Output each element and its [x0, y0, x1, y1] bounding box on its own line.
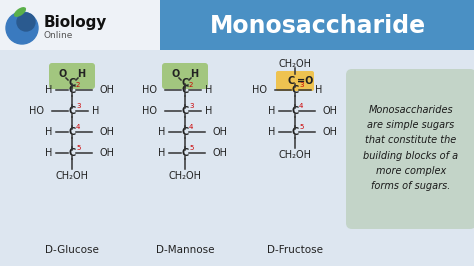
- Text: C: C: [68, 106, 76, 116]
- Text: H: H: [77, 69, 85, 79]
- Text: C: C: [287, 76, 295, 86]
- Text: D-Fructose: D-Fructose: [267, 245, 323, 255]
- FancyBboxPatch shape: [276, 71, 314, 91]
- Text: Online: Online: [44, 31, 73, 40]
- Text: 5: 5: [299, 124, 303, 130]
- Text: 5: 5: [76, 145, 81, 151]
- Text: HO: HO: [142, 85, 157, 95]
- Text: CH₂OH: CH₂OH: [168, 171, 201, 181]
- Text: CH₂OH: CH₂OH: [279, 150, 311, 160]
- Text: HO: HO: [252, 85, 267, 95]
- Text: 2: 2: [189, 82, 193, 88]
- Text: C: C: [68, 85, 76, 95]
- Text: OH: OH: [323, 127, 338, 137]
- Text: O: O: [59, 69, 67, 79]
- Text: 5: 5: [189, 145, 193, 151]
- Text: H: H: [45, 127, 52, 137]
- Text: C: C: [182, 78, 189, 88]
- Text: OH: OH: [100, 127, 115, 137]
- Text: OH: OH: [100, 148, 115, 158]
- Text: H: H: [315, 85, 322, 95]
- Text: H: H: [158, 127, 165, 137]
- Text: 3: 3: [299, 82, 303, 88]
- Text: H: H: [268, 106, 275, 116]
- Text: C: C: [182, 85, 189, 95]
- Text: C: C: [292, 106, 299, 116]
- Text: H: H: [92, 106, 100, 116]
- Text: C: C: [68, 78, 76, 88]
- Text: 4: 4: [76, 124, 81, 130]
- Ellipse shape: [14, 7, 26, 17]
- Text: OH: OH: [100, 85, 115, 95]
- Text: HO: HO: [29, 106, 44, 116]
- Text: C: C: [292, 127, 299, 137]
- Text: H: H: [190, 69, 198, 79]
- Text: O: O: [172, 69, 180, 79]
- Text: C: C: [182, 106, 189, 116]
- Text: C: C: [182, 148, 189, 158]
- Text: CH₂OH: CH₂OH: [279, 59, 311, 69]
- Text: C: C: [182, 127, 189, 137]
- Text: HO: HO: [142, 106, 157, 116]
- FancyBboxPatch shape: [346, 69, 474, 229]
- Text: OH: OH: [213, 127, 228, 137]
- Text: C: C: [292, 85, 299, 95]
- FancyBboxPatch shape: [49, 63, 95, 89]
- Text: OH: OH: [213, 148, 228, 158]
- Text: =O: =O: [297, 76, 313, 86]
- Text: 2: 2: [76, 82, 81, 88]
- Text: D-Mannose: D-Mannose: [156, 245, 214, 255]
- Text: H: H: [205, 106, 212, 116]
- Text: H: H: [45, 148, 52, 158]
- Text: H: H: [45, 85, 52, 95]
- Text: 3: 3: [189, 103, 193, 109]
- Text: H: H: [205, 85, 212, 95]
- FancyBboxPatch shape: [160, 0, 474, 50]
- Circle shape: [6, 12, 38, 44]
- FancyBboxPatch shape: [0, 0, 160, 50]
- Text: Monosaccharide: Monosaccharide: [210, 14, 426, 38]
- Text: C: C: [68, 148, 76, 158]
- Text: OH: OH: [323, 106, 338, 116]
- Text: Biology: Biology: [44, 15, 108, 30]
- Text: D-Glucose: D-Glucose: [45, 245, 99, 255]
- Text: Monosaccharides
are simple sugars
that constitute the
building blocks of a
more : Monosaccharides are simple sugars that c…: [364, 105, 458, 191]
- FancyBboxPatch shape: [162, 63, 208, 89]
- Text: 4: 4: [299, 103, 303, 109]
- Text: H: H: [158, 148, 165, 158]
- Text: H: H: [268, 127, 275, 137]
- Text: 4: 4: [189, 124, 193, 130]
- Text: CH₂OH: CH₂OH: [55, 171, 89, 181]
- Circle shape: [17, 13, 35, 31]
- Text: C: C: [68, 127, 76, 137]
- Text: 3: 3: [76, 103, 81, 109]
